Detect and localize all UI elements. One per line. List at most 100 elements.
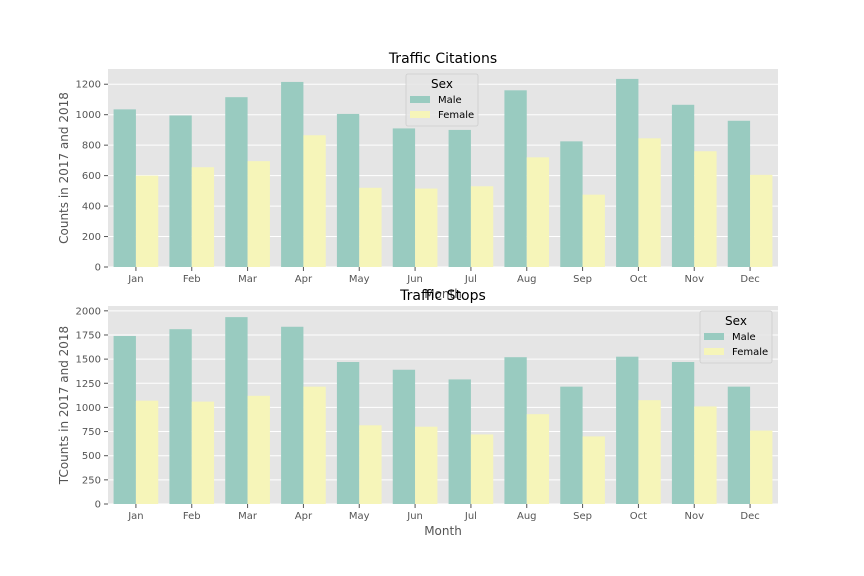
bar-female-dec	[750, 430, 773, 504]
x-tick-label: Mar	[238, 274, 258, 285]
legend: Sex Male Female	[699, 310, 773, 364]
bar-male-dec	[727, 120, 751, 268]
legend-swatch-female	[410, 111, 430, 118]
bar-female-nov	[694, 151, 717, 267]
chart-1: 0 200 400 600 800 1000 1200 Jan Feb Mar Apr May Jun J…	[57, 51, 778, 301]
x-tick-label: Aug	[517, 511, 537, 522]
bar-male-feb	[169, 329, 192, 504]
y-tick-label: 250	[82, 475, 101, 486]
legend-title: Sex	[431, 77, 453, 91]
bar-male-nov	[671, 362, 695, 504]
x-tick-label: Oct	[630, 511, 647, 522]
x-tick-label: Jul	[464, 511, 477, 522]
bar-female-jun	[415, 426, 438, 504]
bar-male-jun	[392, 369, 416, 504]
bar-female-jun	[415, 188, 438, 267]
legend-label-male: Male	[438, 95, 462, 106]
bar-male-aug	[504, 357, 527, 504]
bar-male-may	[336, 362, 360, 504]
bar-female-may	[359, 187, 382, 267]
bar-female-feb	[191, 401, 215, 504]
y-tick-label: 750	[82, 427, 101, 438]
x-tick-label: Jan	[127, 274, 143, 285]
x-tick-label: Jun	[406, 511, 423, 522]
y-axis-label: Counts in 2017 and 2018	[57, 92, 71, 244]
chart-title: Traffic Citations	[388, 51, 497, 67]
bar-male-jan	[113, 335, 136, 504]
x-tick-label: Oct	[630, 274, 647, 285]
x-tick-label: Sep	[573, 274, 592, 285]
bar-female-mar	[247, 161, 270, 267]
bar-female-nov	[694, 406, 717, 504]
legend-label-female: Female	[438, 110, 474, 121]
bar-female-oct	[638, 400, 661, 504]
x-tick-label: Apr	[295, 274, 313, 285]
bar-female-apr	[303, 135, 326, 267]
bar-female-oct	[638, 138, 661, 267]
y-tick-label: 1000	[76, 110, 101, 121]
x-tick-label: Feb	[183, 274, 201, 285]
y-tick-label: 500	[82, 451, 101, 462]
bar-male-feb	[169, 115, 192, 267]
y-tick-label: 1750	[76, 330, 101, 341]
bar-female-jan	[135, 175, 159, 267]
x-tick-label: Sep	[573, 511, 592, 522]
x-tick-label: Nov	[684, 274, 704, 285]
y-tick-label: 0	[95, 263, 101, 274]
bar-male-sep	[560, 386, 583, 504]
bar-male-apr	[281, 326, 304, 504]
bar-female-dec	[750, 174, 773, 267]
x-tick-label: Aug	[517, 274, 537, 285]
legend: Sex Male Female	[405, 73, 479, 127]
y-tick-label: 200	[82, 232, 101, 243]
y-axis-label: TCounts in 2017 and 2018	[57, 326, 71, 485]
bar-male-jul	[448, 129, 471, 267]
x-tick-label: May	[349, 511, 370, 522]
x-tick-label: Feb	[183, 511, 201, 522]
x-tick-label: May	[349, 274, 370, 285]
bar-male-may	[336, 113, 360, 267]
x-tick-label: Jan	[127, 511, 143, 522]
x-axis-label: Month	[424, 524, 462, 538]
bar-male-mar	[225, 97, 248, 267]
y-tick-label: 600	[82, 171, 101, 182]
x-tick-label: Nov	[684, 511, 704, 522]
y-tick-label: 2000	[76, 306, 101, 317]
bar-male-dec	[727, 386, 751, 504]
bar-female-feb	[191, 167, 215, 267]
x-tick-label: Jul	[464, 274, 477, 285]
x-tick-label: Mar	[238, 511, 258, 522]
x-tick-label: Dec	[740, 274, 759, 285]
x-axis-label: Month	[424, 287, 462, 301]
bar-female-may	[359, 425, 382, 504]
legend-title: Sex	[725, 314, 747, 328]
y-tick-label: 800	[82, 141, 101, 152]
bar-male-apr	[281, 81, 304, 267]
bar-male-sep	[560, 141, 583, 267]
bar-female-apr	[303, 386, 326, 504]
y-tick-label: 0	[95, 500, 101, 511]
plot-area	[108, 306, 778, 504]
legend-swatch-male	[410, 96, 430, 103]
bar-male-mar	[225, 317, 248, 504]
bar-male-aug	[504, 90, 527, 267]
y-tick-label: 1250	[76, 379, 101, 390]
bar-female-aug	[526, 414, 550, 504]
y-tick-label: 400	[82, 202, 101, 213]
bar-female-aug	[526, 157, 550, 267]
bar-male-oct	[616, 356, 639, 504]
bar-female-mar	[247, 395, 270, 504]
bar-male-jun	[392, 128, 416, 267]
bar-male-jan	[113, 109, 136, 267]
y-tick-label: 1000	[76, 403, 101, 414]
x-tick-label: Jun	[406, 274, 423, 285]
legend-label-male: Male	[732, 332, 756, 343]
bar-male-jul	[448, 379, 471, 504]
bar-female-jan	[135, 400, 159, 504]
chart-title: Traffic Stops	[399, 288, 486, 304]
bar-male-oct	[616, 78, 639, 268]
bar-female-jul	[470, 186, 494, 267]
bar-female-sep	[582, 194, 605, 267]
x-tick-label: Apr	[295, 511, 313, 522]
